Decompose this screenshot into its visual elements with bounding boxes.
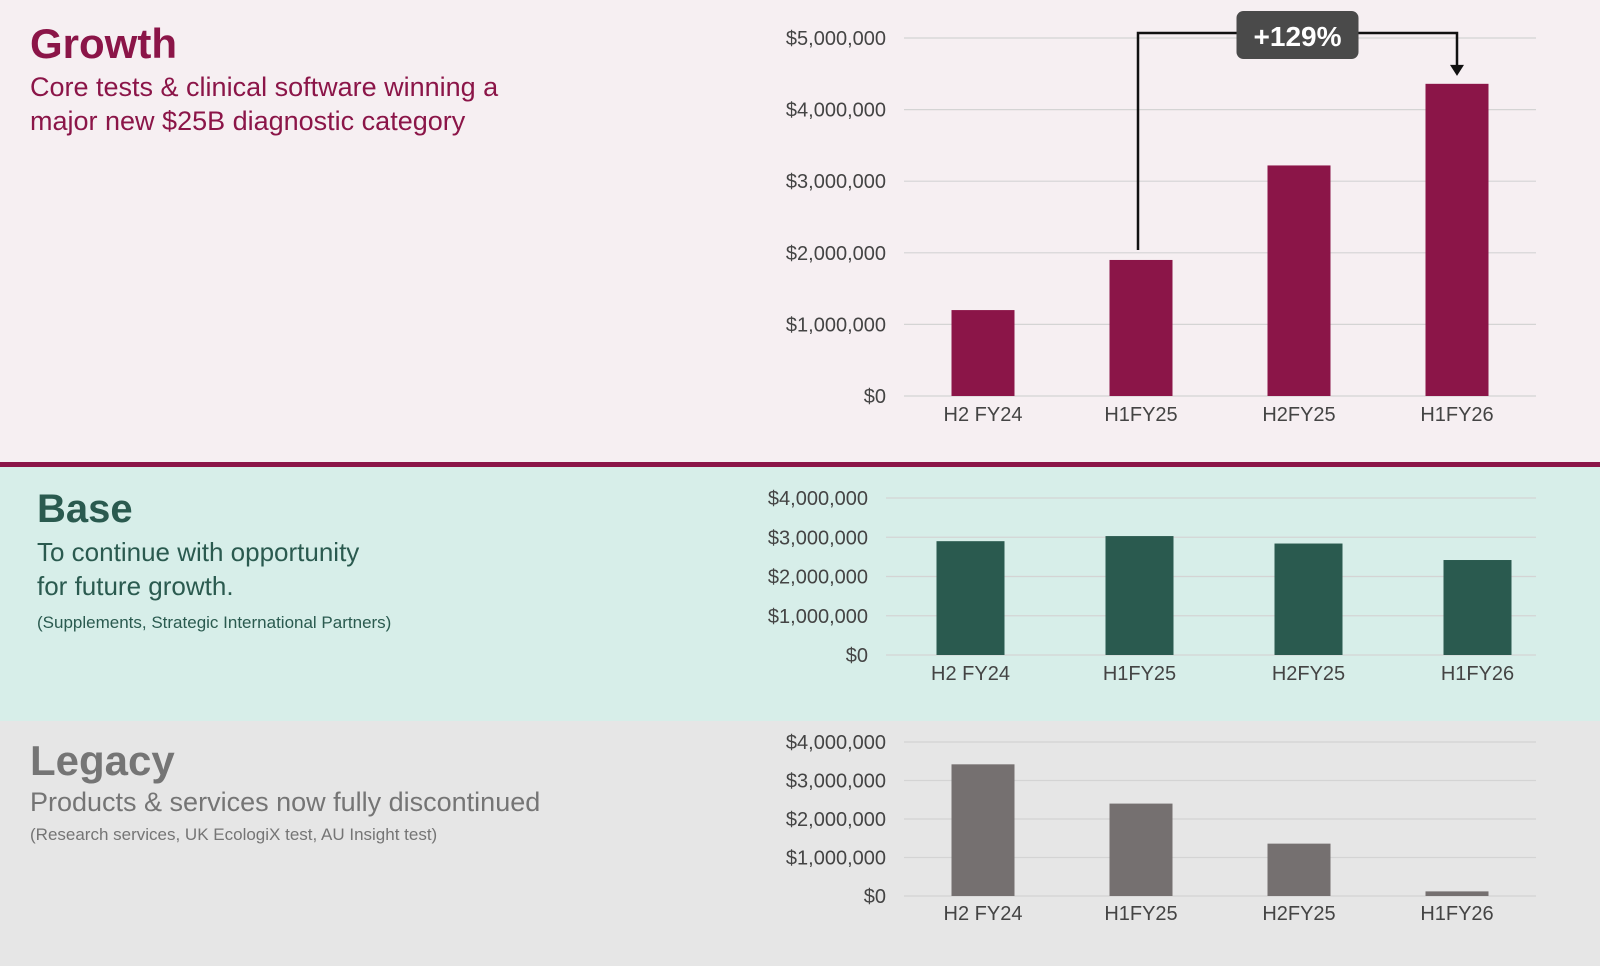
x-category-label: H2FY25 (1262, 903, 1335, 925)
growth-subtitle: Core tests & clinical software winning a… (30, 72, 499, 136)
y-tick-label: $0 (864, 886, 886, 908)
x-category-label: H2 FY24 (944, 404, 1023, 426)
legacy-revenue-chart: $0 $1,000,000 $2,000,000 $3,000,000 $4,000,0… (786, 732, 1536, 925)
bar (1274, 543, 1343, 655)
growth-callout-box (1236, 11, 1359, 59)
x-category-label: H1FY25 (1104, 404, 1177, 426)
y-tick-label: $2,000,000 (786, 243, 886, 265)
x-category-label: H2FY25 (1262, 404, 1335, 426)
x-category-label: H1FY25 (1104, 903, 1177, 925)
y-tick-label: $0 (864, 386, 886, 408)
bar (1267, 843, 1331, 896)
base-note: (Supplements, Strategic International Pa… (37, 613, 392, 632)
bar (951, 764, 1015, 896)
y-tick-label: $3,000,000 (786, 771, 886, 793)
bar (1105, 536, 1174, 655)
x-category-label: H1FY26 (1420, 404, 1493, 426)
y-tick-label: $3,000,000 (786, 171, 886, 193)
y-tick-label: $5,000,000 (786, 28, 886, 50)
bar (1109, 803, 1173, 896)
growth-revenue-chart: $0 $1,000,000 $2,000,000 $3,000,000 $4,000,0… (786, 11, 1536, 426)
base-subtitle: To continue with opportunity for future g… (37, 535, 457, 603)
y-tick-label: $1,000,000 (768, 606, 868, 628)
bar (1425, 83, 1489, 396)
y-tick-label: $4,000,000 (786, 100, 886, 122)
y-tick-label: $0 (846, 645, 868, 667)
legacy-subtitle: Products & services now fully discontinu… (30, 787, 541, 817)
y-tick-label: $1,000,000 (786, 314, 886, 336)
base-subtitle-line2: for future growth. (37, 571, 234, 601)
y-tick-label: $1,000,000 (786, 848, 886, 870)
x-category-label: H2 FY24 (944, 903, 1023, 925)
bar (1267, 165, 1331, 396)
x-category-label: H1FY26 (1420, 903, 1493, 925)
bar (936, 541, 1005, 655)
y-tick-label: $2,000,000 (786, 809, 886, 831)
base-section: Base To continue with opportunity for fut… (0, 467, 1600, 721)
base-revenue-chart: $0 $1,000,000 $2,000,000 $3,000,000 $4,000,0… (768, 488, 1536, 685)
y-tick-label: $4,000,000 (768, 488, 868, 510)
bar (951, 310, 1015, 396)
y-tick-label: $2,000,000 (768, 567, 868, 589)
base-title: Base (37, 487, 133, 531)
x-category-label: H2 FY24 (931, 663, 1010, 685)
bar (1425, 891, 1489, 896)
growth-arrowhead (1450, 64, 1464, 76)
bar (1109, 259, 1173, 396)
growth-title: Growth (30, 20, 177, 67)
growth-callout-label: +129% (1254, 21, 1342, 52)
y-tick-label: $3,000,000 (768, 527, 868, 549)
base-subtitle-line1: To continue with opportunity (37, 537, 360, 567)
bar (1443, 560, 1512, 655)
y-tick-label: $4,000,000 (786, 732, 886, 754)
x-category-label: H1FY25 (1103, 663, 1176, 685)
legacy-title: Legacy (30, 737, 175, 784)
legacy-section: Legacy Products & services now fully dis… (0, 721, 1600, 966)
x-category-label: H2FY25 (1272, 663, 1345, 685)
x-category-label: H1FY26 (1441, 663, 1514, 685)
growth-section: Growth Core tests & clinical software wi… (0, 0, 1600, 467)
legacy-note: (Research services, UK EcologiX test, AU… (30, 825, 438, 844)
